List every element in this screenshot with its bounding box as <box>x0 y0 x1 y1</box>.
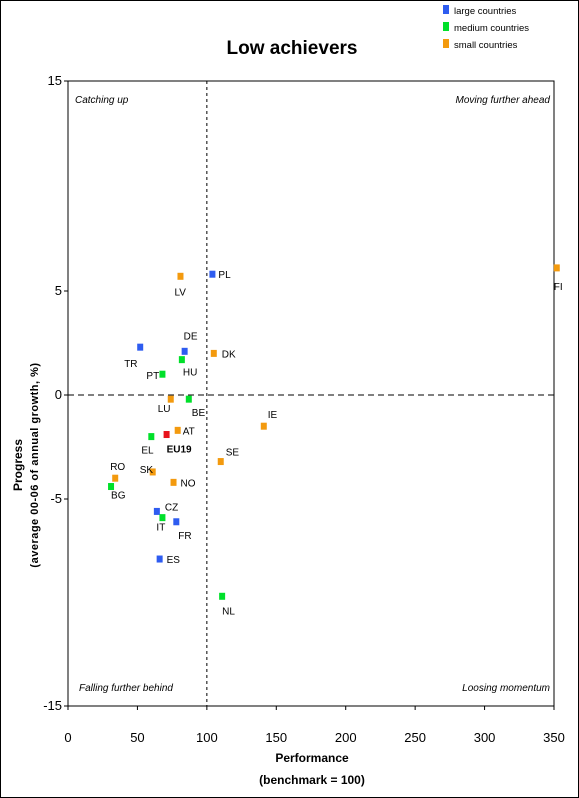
point-label-sk: SK <box>140 465 154 476</box>
point-label-es: ES <box>167 555 181 566</box>
point-ie <box>260 422 267 430</box>
quadrant-label-bottom-right: Loosing momentum <box>462 683 550 694</box>
x-tick-label: 150 <box>265 730 287 745</box>
legend-label: medium countries <box>454 23 529 34</box>
y-tick-label: 5 <box>55 283 62 298</box>
quadrant-labels: Catching up Moving further ahead Falling f… <box>75 95 550 694</box>
legend-label: small countries <box>454 40 518 51</box>
y-axis-label: Progress <box>11 439 25 491</box>
legend-swatch <box>443 22 449 31</box>
point-hu <box>178 356 185 364</box>
x-axis-sublabel: (benchmark = 100) <box>259 773 365 787</box>
point-label-de: DE <box>184 331 198 342</box>
point-cz <box>153 507 160 515</box>
point-el <box>148 433 155 441</box>
y-axis-sublabel: (average 00-06 of annual growth, %) <box>29 362 41 567</box>
point-label-nl: NL <box>222 606 235 617</box>
point-label-cz: CZ <box>165 502 178 513</box>
y-tick-label: -15 <box>43 698 62 713</box>
point-no <box>170 478 177 486</box>
point-label-be: BE <box>192 408 206 419</box>
chart-title: Low achievers <box>227 38 358 59</box>
point-nl <box>219 592 226 600</box>
point-dk <box>210 349 217 357</box>
point-label-pt: PT <box>146 371 159 382</box>
point-de <box>181 347 188 355</box>
point-label-no: NO <box>181 478 196 489</box>
point-be <box>185 395 192 403</box>
x-tick-label: 100 <box>196 730 218 745</box>
x-tick-label: 200 <box>335 730 357 745</box>
point-label-pl: PL <box>218 270 231 281</box>
point-lu <box>167 395 174 403</box>
point-fi <box>553 264 560 272</box>
point-label-lv: LV <box>174 287 186 298</box>
point-label-at: AT <box>183 426 195 437</box>
x-axis-label: Performance <box>275 751 349 765</box>
legend: large countries medium countries small cou… <box>443 5 529 51</box>
point-label-ie: IE <box>268 410 278 421</box>
point-pt <box>159 370 166 378</box>
point-lv <box>177 272 184 280</box>
y-axis-ticks: 15 5 0 -5 -15 <box>43 73 68 713</box>
point-it <box>159 514 166 522</box>
quadrant-label-top-right: Moving further ahead <box>455 95 550 106</box>
point-label-tr: TR <box>124 359 137 370</box>
x-tick-label: 50 <box>130 730 144 745</box>
x-tick-label: 350 <box>543 730 565 745</box>
point-es <box>156 555 163 563</box>
point-bg <box>108 483 115 491</box>
reference-lines <box>68 81 554 706</box>
legend-swatch <box>443 5 449 14</box>
quadrant-label-bottom-left: Falling further behind <box>79 683 173 694</box>
point-at <box>174 426 181 434</box>
point-se <box>217 458 224 466</box>
point-ro <box>112 474 119 482</box>
quadrant-label-top-left: Catching up <box>75 95 129 106</box>
point-label-el: EL <box>141 446 154 457</box>
point-label-eu19: EU19 <box>167 445 192 456</box>
data-points: PL LV FI DE TR HU DK PT LU BE IE AT EL EU19 SE RO SK NO BG… <box>108 264 563 617</box>
point-sk <box>149 468 156 476</box>
plot-area <box>67 80 555 707</box>
x-tick-label: 0 <box>64 730 71 745</box>
point-label-it: IT <box>156 523 165 534</box>
point-label-fi: FI <box>554 282 563 293</box>
point-tr <box>137 343 144 351</box>
point-label-hu: HU <box>183 368 197 379</box>
point-pl <box>209 270 216 278</box>
point-label-dk: DK <box>222 349 236 360</box>
y-tick-label: 0 <box>55 387 62 402</box>
point-label-bg: BG <box>111 491 126 502</box>
x-axis-ticks: 0 50 100 150 200 250 300 350 <box>64 706 565 745</box>
point-label-se: SE <box>226 448 240 459</box>
x-tick-label: 250 <box>404 730 426 745</box>
point-fr <box>173 518 180 526</box>
legend-label: large countries <box>454 6 517 17</box>
y-tick-label: -5 <box>50 491 62 506</box>
point-label-lu: LU <box>158 404 171 415</box>
x-tick-label: 300 <box>474 730 496 745</box>
legend-swatch <box>443 39 449 48</box>
point-label-fr: FR <box>178 531 191 542</box>
point-eu19 <box>163 431 170 439</box>
y-tick-label: 15 <box>48 73 62 88</box>
point-label-ro: RO <box>110 462 125 473</box>
